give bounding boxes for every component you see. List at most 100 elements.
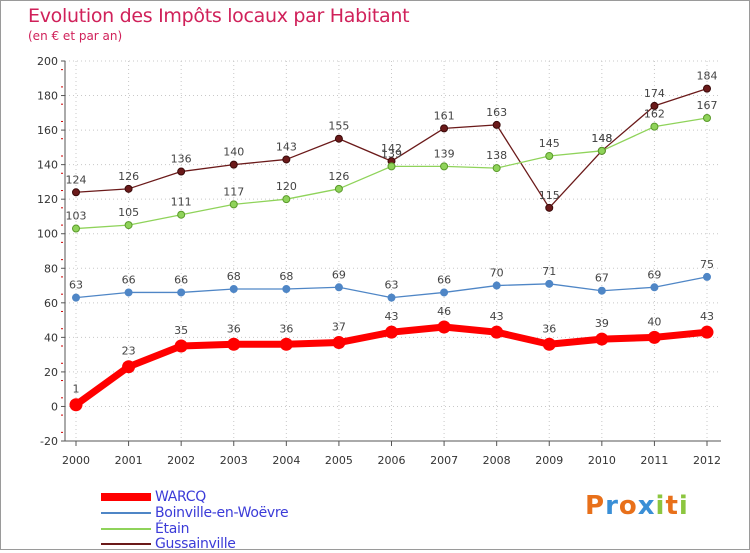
grid-lines (65, 60, 721, 442)
data-label: 66 (437, 273, 451, 286)
y-tick-label: 140 (37, 159, 58, 172)
data-label: 69 (332, 268, 346, 281)
logo-letter: x (637, 491, 656, 521)
data-point (545, 203, 554, 212)
data-point (545, 279, 554, 288)
y-tick-label: 0 (51, 400, 58, 413)
data-point (332, 336, 346, 350)
logo-letter: i (655, 491, 666, 521)
legend-swatch (101, 493, 151, 501)
legend-swatch (101, 543, 151, 545)
data-point (492, 120, 501, 129)
data-point (597, 286, 606, 295)
data-label: 142 (381, 142, 402, 155)
y-tick-label: 200 (37, 55, 58, 68)
data-point (385, 325, 398, 339)
data-point (703, 114, 711, 122)
data-point (647, 330, 661, 344)
data-point (542, 337, 556, 351)
data-label: 145 (539, 137, 560, 150)
data-label: 167 (697, 99, 718, 112)
y-tick-label: 120 (37, 193, 58, 206)
data-label: 126 (118, 170, 139, 183)
data-label: 143 (276, 140, 297, 153)
chart-subtitle: (en € et par an) (28, 29, 123, 43)
data-point (177, 210, 186, 219)
data-label: 36 (279, 322, 293, 335)
data-point (229, 200, 238, 209)
data-label: 66 (174, 273, 188, 286)
data-points (69, 84, 714, 412)
data-label: 105 (118, 206, 139, 219)
x-tick-label: 2010 (588, 454, 616, 467)
data-label: 23 (122, 345, 136, 358)
data-label: 36 (227, 322, 241, 335)
data-point (700, 325, 714, 339)
data-point (227, 337, 241, 351)
y-tick-label: 40 (44, 331, 58, 344)
proxiti-logo: Proxiti (585, 491, 689, 521)
data-label: 69 (647, 268, 661, 281)
data-point (490, 325, 504, 339)
data-point (597, 146, 606, 155)
data-label: 36 (542, 322, 556, 335)
data-point (334, 134, 343, 143)
data-label: 103 (66, 210, 87, 223)
data-point (387, 162, 396, 171)
data-label: 63 (385, 279, 399, 292)
data-label: 139 (434, 147, 455, 160)
legend-label: Étain (155, 521, 190, 537)
legend-swatch (101, 512, 151, 514)
data-label: 139 (381, 147, 402, 160)
data-label: 184 (697, 70, 718, 83)
y-tick-label: 80 (44, 262, 58, 275)
logo-letter: t (665, 491, 679, 521)
data-point (492, 164, 501, 173)
data-point (440, 162, 449, 171)
data-label: 126 (328, 170, 349, 183)
data-label: 1 (73, 383, 80, 396)
data-label: 68 (279, 270, 293, 283)
data-point (282, 195, 291, 204)
data-label: 148 (591, 132, 612, 145)
data-label: 40 (647, 315, 661, 328)
legend-label: WARCQ (155, 489, 206, 505)
data-label: 35 (174, 324, 188, 337)
data-point (440, 124, 449, 133)
data-point (334, 283, 343, 292)
data-point (387, 293, 396, 302)
data-label: 163 (486, 106, 507, 119)
data-point (279, 337, 293, 351)
x-tick-label: 2003 (220, 454, 248, 467)
y-tick-label: 100 (37, 228, 58, 241)
data-label: 39 (595, 317, 609, 330)
legend-label: Gussainville (155, 536, 236, 552)
x-tick-label: 2011 (640, 454, 668, 467)
x-tick-label: 2002 (167, 454, 195, 467)
data-label: 63 (69, 279, 83, 292)
data-label: 174 (644, 87, 665, 100)
data-point (72, 188, 80, 197)
data-point (703, 84, 711, 93)
data-label: 37 (332, 321, 346, 334)
data-point (174, 339, 188, 353)
y-tick-label: 160 (37, 124, 58, 137)
y-tick-label: 60 (44, 297, 58, 310)
x-tick-label: 2004 (272, 454, 300, 467)
chart-title: Evolution des Impôts locaux par Habitant (28, 5, 410, 27)
data-label: 71 (542, 265, 556, 278)
data-point (650, 283, 659, 292)
y-tick-label: 180 (37, 90, 58, 103)
data-label: 43 (700, 310, 714, 323)
legend-swatch (101, 528, 151, 530)
data-point (545, 152, 554, 160)
x-tick-label: 2006 (378, 454, 406, 467)
data-label: 115 (539, 189, 560, 202)
x-tick-label: 2001 (115, 454, 143, 467)
data-point (703, 272, 711, 281)
data-point (595, 332, 609, 346)
y-tick-label: 20 (44, 366, 58, 379)
